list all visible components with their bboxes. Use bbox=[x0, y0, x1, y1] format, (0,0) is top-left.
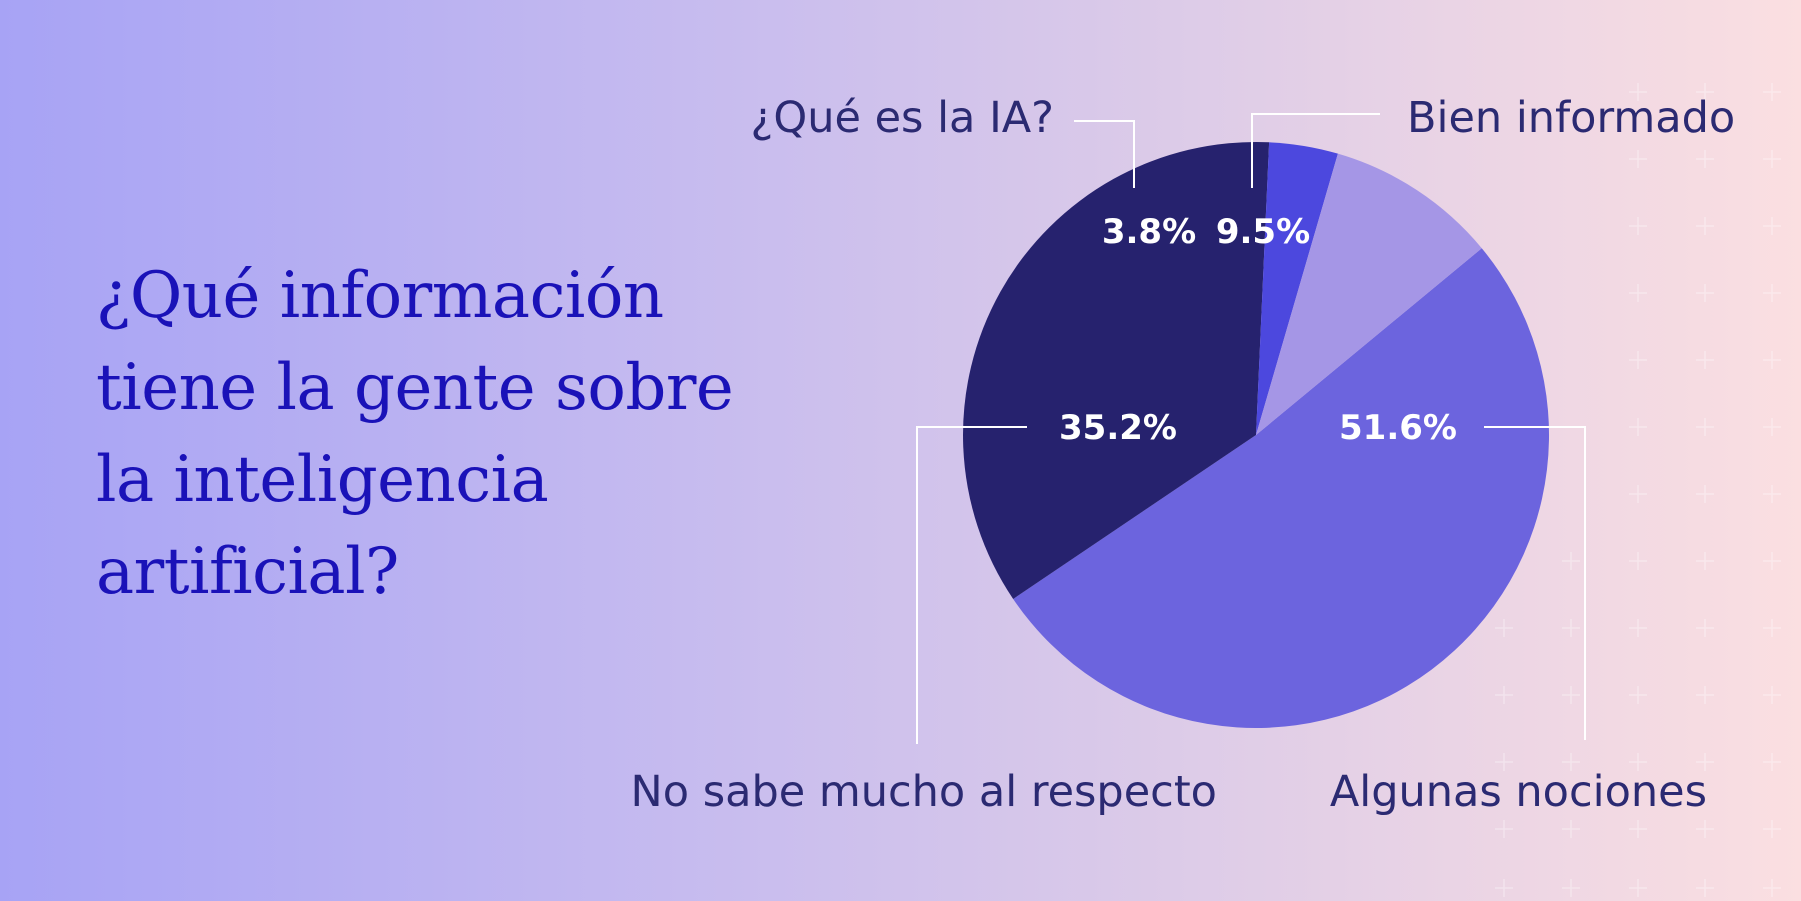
plus-decoration bbox=[1562, 619, 1580, 637]
plus-decoration bbox=[1562, 753, 1580, 771]
plus-decoration bbox=[1763, 284, 1781, 302]
plus-decoration bbox=[1629, 418, 1647, 436]
plus-decoration bbox=[1629, 879, 1647, 897]
plus-decoration bbox=[1763, 753, 1781, 771]
title-line-2: tiene la gente sobre bbox=[96, 351, 734, 425]
plus-decoration bbox=[1495, 753, 1513, 771]
plus-decoration bbox=[1696, 686, 1714, 704]
plus-decoration bbox=[1763, 619, 1781, 637]
plus-decoration bbox=[1629, 284, 1647, 302]
title-line-4: artificial? bbox=[96, 535, 399, 609]
plus-decoration bbox=[1629, 552, 1647, 570]
plus-decoration bbox=[1763, 150, 1781, 168]
plus-decoration bbox=[1763, 418, 1781, 436]
title-line-1: ¿Qué información bbox=[96, 259, 664, 333]
plus-decoration bbox=[1495, 619, 1513, 637]
pie-slices bbox=[963, 141, 1550, 729]
plus-decoration bbox=[1629, 753, 1647, 771]
plus-decoration bbox=[1696, 552, 1714, 570]
plus-decoration bbox=[1495, 686, 1513, 704]
plus-decoration bbox=[1696, 351, 1714, 369]
plus-decoration bbox=[1629, 83, 1647, 101]
plus-decoration bbox=[1696, 879, 1714, 897]
plus-decoration bbox=[1696, 820, 1714, 838]
plus-decoration bbox=[1696, 619, 1714, 637]
percentage-labels: 51.6% 35.2% 3.8% 9.5% bbox=[1059, 212, 1457, 448]
plus-decoration bbox=[1629, 217, 1647, 235]
leader-line-que-es-la-ia bbox=[1074, 120, 1135, 188]
plus-decoration bbox=[1495, 820, 1513, 838]
plus-decoration bbox=[1763, 351, 1781, 369]
plus-decoration bbox=[1763, 217, 1781, 235]
category-labels: Algunas nociones No sabe mucho al respec… bbox=[631, 93, 1736, 817]
plus-decoration bbox=[1763, 686, 1781, 704]
plus-decoration bbox=[1763, 820, 1781, 838]
plus-decoration bbox=[1696, 217, 1714, 235]
plus-decoration bbox=[1562, 552, 1580, 570]
plus-decoration bbox=[1495, 879, 1513, 897]
plus-decoration bbox=[1696, 485, 1714, 503]
data-label-algunas-nociones: 51.6% bbox=[1339, 408, 1457, 448]
plus-decoration bbox=[1696, 753, 1714, 771]
page-title: ¿Qué información tiene la gente sobre la… bbox=[96, 250, 796, 618]
pie-slice-algunas-nociones bbox=[1013, 248, 1550, 729]
plus-decoration bbox=[1629, 150, 1647, 168]
title-line-3: la inteligencia bbox=[96, 443, 549, 517]
data-label-bien-informado: 9.5% bbox=[1216, 212, 1310, 252]
plus-decoration bbox=[1696, 83, 1714, 101]
pie-slice-no-sabe-mucho-al-respecto bbox=[963, 141, 1270, 599]
plus-decoration bbox=[1562, 879, 1580, 897]
category-label-que-es-la-ia: ¿Qué es la IA? bbox=[751, 93, 1054, 143]
leader-line-bien-informado bbox=[1251, 113, 1380, 188]
data-label-que-es-la-ia: 3.8% bbox=[1102, 212, 1196, 252]
leader-line-no-sabe-mucho bbox=[916, 426, 1027, 744]
data-label-no-sabe-mucho: 35.2% bbox=[1059, 408, 1177, 448]
leader-lines bbox=[916, 113, 1586, 744]
plus-decoration bbox=[1629, 686, 1647, 704]
plus-decoration bbox=[1629, 820, 1647, 838]
plus-decoration bbox=[1562, 686, 1580, 704]
plus-decoration bbox=[1696, 284, 1714, 302]
category-label-algunas-nociones: Algunas nociones bbox=[1330, 767, 1707, 817]
category-label-bien-informado: Bien informado bbox=[1407, 93, 1735, 143]
plus-decoration bbox=[1629, 619, 1647, 637]
plus-decoration bbox=[1763, 485, 1781, 503]
pie-slice-que-es-la-ia bbox=[1256, 142, 1338, 436]
plus-decoration bbox=[1763, 83, 1781, 101]
pie-slice-bien-informado bbox=[1256, 153, 1482, 435]
plus-decoration bbox=[1696, 150, 1714, 168]
plus-decoration bbox=[1629, 485, 1647, 503]
plus-decoration bbox=[1629, 351, 1647, 369]
category-label-no-sabe-mucho: No sabe mucho al respecto bbox=[631, 767, 1217, 817]
plus-decoration bbox=[1763, 879, 1781, 897]
plus-decoration bbox=[1562, 820, 1580, 838]
plus-decoration bbox=[1696, 418, 1714, 436]
plus-decoration bbox=[1763, 552, 1781, 570]
leader-line-algunas-nociones bbox=[1484, 426, 1586, 740]
